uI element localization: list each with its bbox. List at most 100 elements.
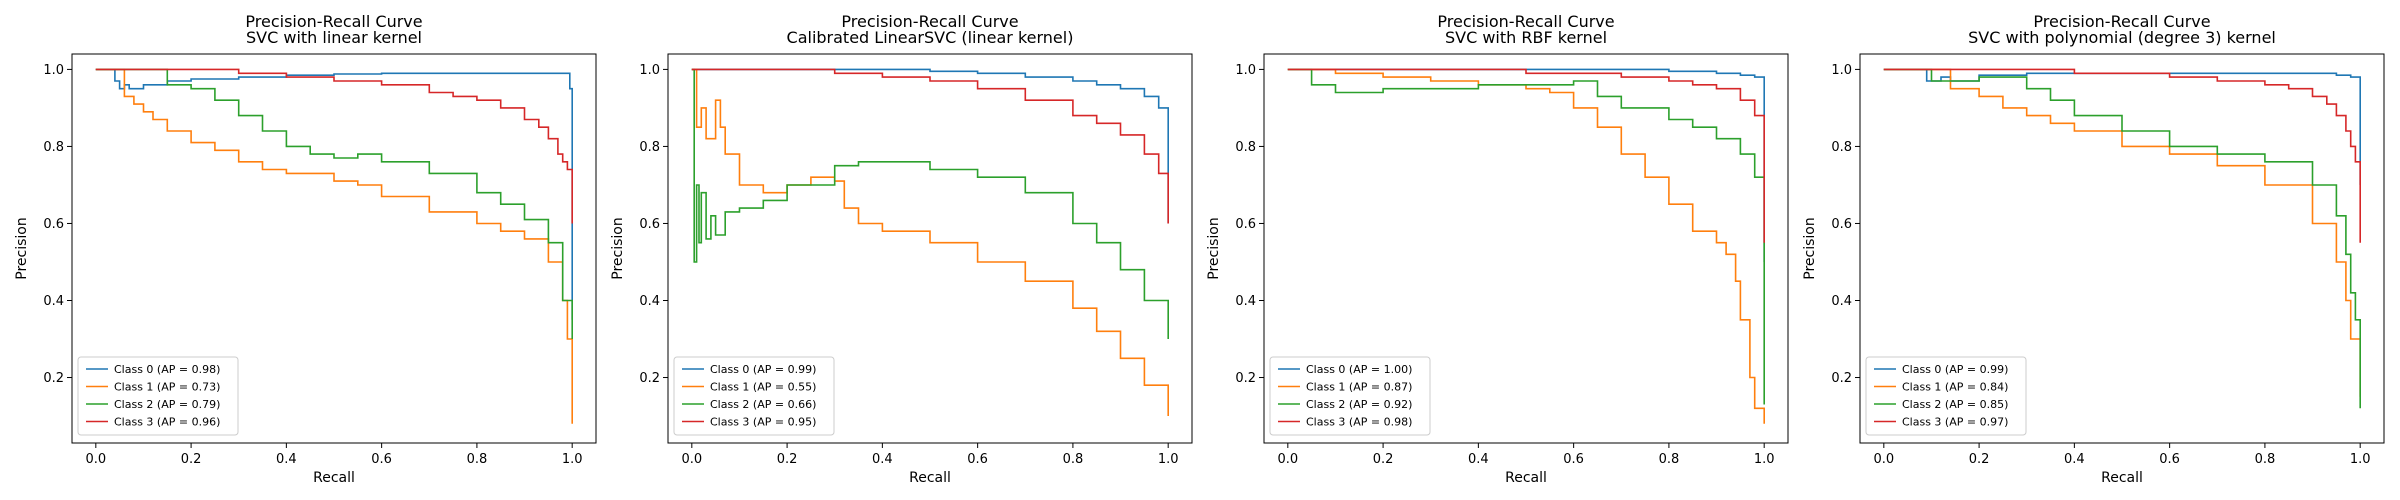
legend-entry: Class 1 (AP = 0.73) (114, 381, 220, 394)
legend-entry: Class 0 (AP = 1.00) (1306, 363, 1412, 376)
series-line-class-1 (1883, 68, 2361, 397)
y-axis-label: Precision (1206, 217, 1222, 279)
y-tick-label: 0.6 (43, 217, 64, 232)
y-tick-label: 0.6 (1831, 217, 1852, 232)
y-tick-label: 0.4 (639, 294, 660, 309)
legend-box (1269, 356, 1431, 436)
y-tick-label: 0.2 (1235, 371, 1256, 386)
chart-subtitle: Calibrated LinearSVC (linear kernel) (787, 28, 1074, 47)
axes-frame (71, 53, 597, 444)
series-line-class-3 (1883, 68, 2361, 243)
x-tick-label: 0.2 (181, 452, 202, 467)
x-tick-label: 0.8 (467, 452, 488, 467)
x-tick-label: 0.2 (1373, 452, 1394, 467)
legend-entry: Class 3 (AP = 0.96) (114, 416, 220, 429)
y-tick-label: 0.8 (639, 140, 660, 155)
y-tick-label: 0.2 (639, 371, 660, 386)
x-tick-label: 0.0 (85, 452, 106, 467)
axes-frame (1859, 53, 2385, 444)
series-line-class-0 (1287, 68, 1765, 262)
series-line-class-1 (95, 68, 573, 424)
x-tick-label: 0.8 (2255, 452, 2276, 467)
legend-entry: Class 2 (AP = 0.92) (1306, 398, 1412, 411)
x-tick-label: 0.4 (276, 452, 297, 467)
x-tick-label: 0.4 (1468, 452, 1489, 467)
y-axis-label: Precision (610, 217, 626, 279)
series-line-class-3 (691, 68, 1169, 224)
y-tick-label: 0.4 (43, 294, 64, 309)
chart-title: Precision-Recall Curve (2033, 12, 2210, 31)
x-tick-label: 0.2 (1969, 452, 1990, 467)
y-tick-label: 0.6 (1235, 217, 1256, 232)
x-tick-label: 0.2 (777, 452, 798, 467)
series-line-class-3 (1287, 68, 1765, 243)
legend-entry: Class 2 (AP = 0.85) (1902, 398, 2008, 411)
legend: Class 0 (AP = 0.99) Class 1 (AP = 0.55) Cl… (673, 356, 835, 436)
series-lines (1287, 68, 1765, 424)
x-tick-label: 0.8 (1063, 452, 1084, 467)
legend: Class 0 (AP = 0.99) Class 1 (AP = 0.84) Cl… (1865, 356, 2027, 436)
series-line-class-2 (691, 68, 1169, 339)
x-tick-label: 0.6 (2159, 452, 2180, 467)
x-tick-label: 1.0 (1754, 452, 1775, 467)
x-tick-label: 0.4 (872, 452, 893, 467)
legend-entry: Class 0 (AP = 0.99) (710, 363, 816, 376)
legend-entry: Class 1 (AP = 0.84) (1902, 381, 2008, 394)
axes-frame (667, 53, 1193, 444)
y-tick-label: 0.2 (1831, 371, 1852, 386)
legend-entry: Class 3 (AP = 0.95) (710, 416, 816, 429)
series-lines (1883, 68, 2361, 409)
y-tick-label: 0.6 (639, 217, 660, 232)
y-tick-label: 0.2 (43, 371, 64, 386)
legend-box (673, 356, 835, 436)
x-tick-label: 0.6 (967, 452, 988, 467)
y-tick-label: 0.8 (43, 140, 64, 155)
y-tick-label: 0.8 (1235, 140, 1256, 155)
x-axis-label: Recall (909, 470, 951, 486)
series-line-class-1 (1287, 68, 1765, 424)
legend-box (77, 356, 239, 436)
chart-subtitle: SVC with RBF kernel (1445, 28, 1607, 47)
legend-entry: Class 2 (AP = 0.66) (710, 398, 816, 411)
y-axis-label: Precision (1802, 217, 1818, 279)
legend-entry: Class 1 (AP = 0.55) (710, 381, 816, 394)
legend-entry: Class 3 (AP = 0.98) (1306, 416, 1412, 429)
chart-subtitle: SVC with polynomial (degree 3) kernel (1968, 28, 2276, 47)
series-lines (95, 68, 573, 424)
chart-title: Precision-Recall Curve (841, 12, 1018, 31)
series-line-class-0 (691, 68, 1169, 224)
x-tick-label: 1.0 (562, 452, 583, 467)
y-tick-label: 1.0 (43, 63, 64, 78)
legend-entry: Class 2 (AP = 0.79) (114, 398, 220, 411)
x-tick-label: 0.8 (1659, 452, 1680, 467)
y-tick-label: 0.4 (1235, 294, 1256, 309)
series-lines (691, 68, 1169, 416)
x-axis-label: Recall (1505, 470, 1547, 486)
series-line-class-2 (1883, 68, 2361, 409)
axes-frame (1263, 53, 1789, 444)
x-tick-label: 0.0 (1277, 452, 1298, 467)
x-tick-label: 0.0 (1873, 452, 1894, 467)
x-tick-label: 0.6 (1563, 452, 1584, 467)
legend-entry: Class 1 (AP = 0.87) (1306, 381, 1412, 394)
y-tick-label: 1.0 (1831, 63, 1852, 78)
x-tick-label: 1.0 (2350, 452, 2371, 467)
legend-box (1865, 356, 2027, 436)
x-axis-label: Recall (2101, 470, 2143, 486)
y-tick-label: 0.8 (1831, 140, 1852, 155)
x-tick-label: 1.0 (1158, 452, 1179, 467)
y-tick-label: 0.4 (1831, 294, 1852, 309)
x-tick-label: 0.4 (2064, 452, 2085, 467)
chart-title: Precision-Recall Curve (1437, 12, 1614, 31)
series-line-class-3 (95, 68, 573, 224)
x-tick-label: 0.0 (681, 452, 702, 467)
legend: Class 0 (AP = 0.98) Class 1 (AP = 0.73) Cl… (77, 356, 239, 436)
legend-entry: Class 3 (AP = 0.97) (1902, 416, 2008, 429)
legend: Class 0 (AP = 1.00) Class 1 (AP = 0.87) Cl… (1269, 356, 1431, 436)
y-tick-label: 1.0 (639, 63, 660, 78)
